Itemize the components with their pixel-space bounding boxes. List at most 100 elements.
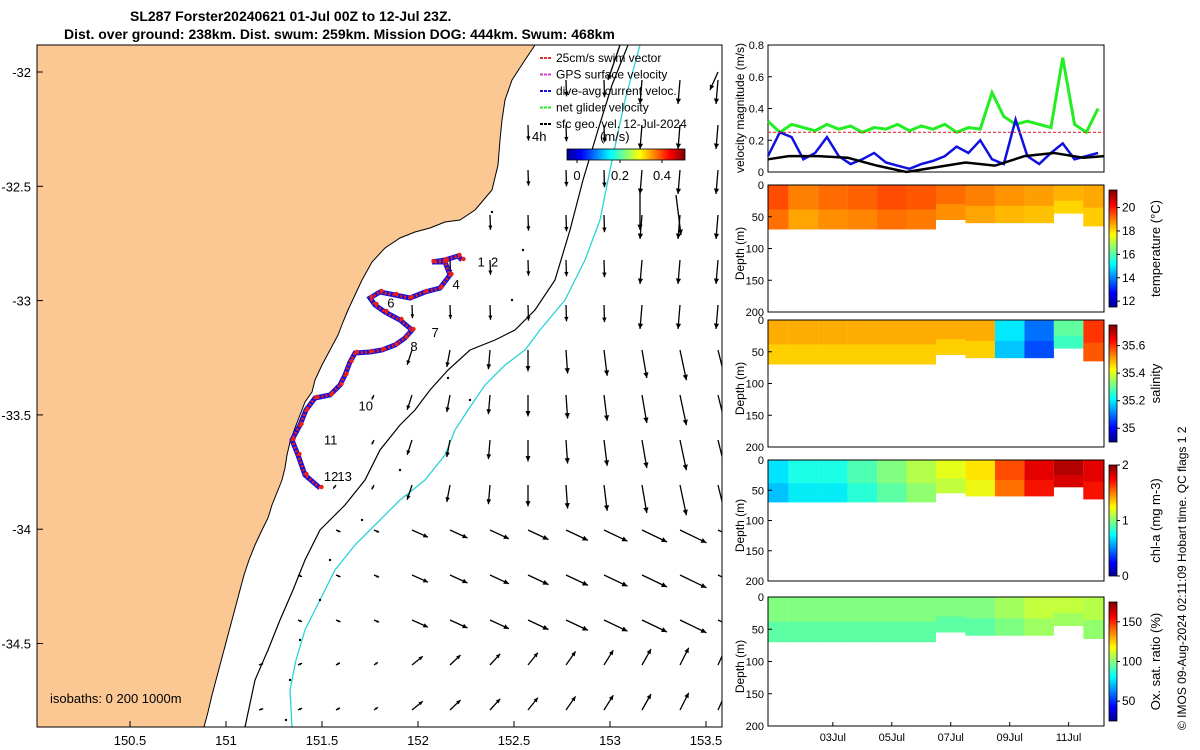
current-arrow (488, 304, 493, 320)
arrow-head (643, 507, 649, 513)
current-arrow (406, 394, 413, 411)
lon-tick-label: 152 (407, 733, 429, 748)
colorbar-tick-label: 12 (1122, 294, 1136, 308)
arrow-head (462, 533, 468, 539)
current-arrow (603, 574, 628, 587)
current-arrow (679, 484, 688, 516)
track-point (384, 308, 389, 314)
current-arrow (564, 259, 569, 277)
arrow-shaft (607, 45, 621, 81)
section-cell-deep (768, 483, 789, 503)
section-ytick-label: 50 (752, 624, 764, 636)
lat-tick-label: -33.5 (1, 408, 31, 423)
current-arrow (527, 697, 539, 711)
arrow-head (564, 136, 569, 142)
dot (510, 298, 514, 302)
current-arrow (717, 699, 722, 711)
current-arrow (641, 574, 668, 588)
current-arrow (488, 259, 493, 275)
section-cell-deep (1053, 612, 1084, 627)
arrow-shaft (717, 439, 722, 459)
current-arrow (564, 304, 569, 322)
arrow-head (682, 509, 688, 516)
current-arrow (679, 439, 688, 471)
track-point (339, 381, 344, 387)
section-cell-deep (936, 204, 966, 220)
section-cell-deep (877, 344, 907, 365)
arrow-head (533, 652, 538, 658)
arrow-head (525, 411, 531, 417)
section-xtick-label: 03Jul (820, 732, 846, 744)
lat-ticks: -32 -32.5 -33 -33.5 -34 -34.5 (1, 65, 43, 652)
section-ytick-label: 50 (752, 347, 764, 359)
section-ytick-label: 150 (746, 546, 764, 558)
colorbar-tick-label: 14 (1122, 271, 1136, 285)
current-arrow (603, 394, 610, 421)
arrow-head (621, 536, 628, 542)
day-marker-1: 1 (478, 254, 485, 269)
arrow-head (602, 317, 607, 323)
current-arrow (486, 484, 492, 505)
arrow-head (564, 271, 569, 277)
arrow-head (526, 181, 531, 186)
section-ytick-label: 50 (752, 485, 764, 497)
current-arrow (675, 124, 682, 150)
arrow-head (337, 574, 341, 578)
current-arrow (525, 485, 531, 507)
arrow-head (571, 696, 576, 702)
track-point (354, 349, 359, 355)
figure-title: SL287 Forster20240621 01-Jul 00Z to 12-J… (130, 8, 452, 24)
arrow-shaft (717, 699, 722, 711)
lat-tick-label: -32 (12, 65, 31, 80)
current-arrow (603, 484, 610, 511)
current-arrow (525, 350, 531, 372)
arrow-head (661, 627, 667, 633)
current-arrow (411, 700, 424, 711)
arrow-head (564, 181, 569, 187)
track-point (291, 436, 296, 442)
arrow-head (675, 188, 682, 194)
colorbar-tick-label: 2 (1122, 458, 1129, 472)
section-colorbar (1108, 601, 1118, 722)
section-cell-deep (877, 483, 907, 503)
current-arrow (717, 349, 722, 369)
arrow-head (486, 454, 492, 460)
arrow-head (333, 485, 336, 489)
arrow-head (571, 651, 576, 657)
current-arrow (637, 79, 644, 105)
section-cell-deep (768, 344, 789, 365)
track-point (299, 421, 304, 427)
section-xtick-label: 05Jul (879, 732, 905, 744)
dot (490, 210, 494, 214)
section-cell-deep (965, 618, 995, 636)
track-point (439, 284, 444, 290)
isobaths-label: isobaths: 0 200 1000m (50, 691, 182, 706)
section-cell-deep (877, 209, 907, 230)
vel-series-dive-avg-current-veloc- (766, 115, 1099, 171)
current-arrow (373, 661, 379, 666)
current-arrow (297, 619, 303, 623)
section-ytick-label: 200 (746, 576, 764, 588)
arrow-head (564, 316, 569, 322)
current-arrow (641, 693, 652, 711)
current-arrow (602, 304, 607, 323)
arrow-head (713, 98, 720, 104)
arrow-head (299, 663, 303, 666)
colorbar-tick-label: 0.4 (653, 168, 671, 183)
section-cell-deep (994, 618, 1025, 636)
arrow-head (337, 529, 341, 533)
arrow-head (371, 486, 375, 490)
arrow-head (260, 708, 264, 711)
vel-series-sfc-geo-vel- (767, 151, 1105, 174)
current-arrow (637, 304, 644, 330)
current-arrow (411, 619, 429, 628)
arrow-head (533, 697, 538, 703)
section-cell-deep (965, 340, 995, 359)
current-arrow (675, 169, 682, 195)
current-arrow (371, 394, 375, 400)
lon-ticks: 150.5 151 151.5 152 152.5 153 153.5 (114, 721, 722, 748)
arrow-head (445, 452, 450, 457)
section-ytick-label: 200 (746, 442, 764, 454)
